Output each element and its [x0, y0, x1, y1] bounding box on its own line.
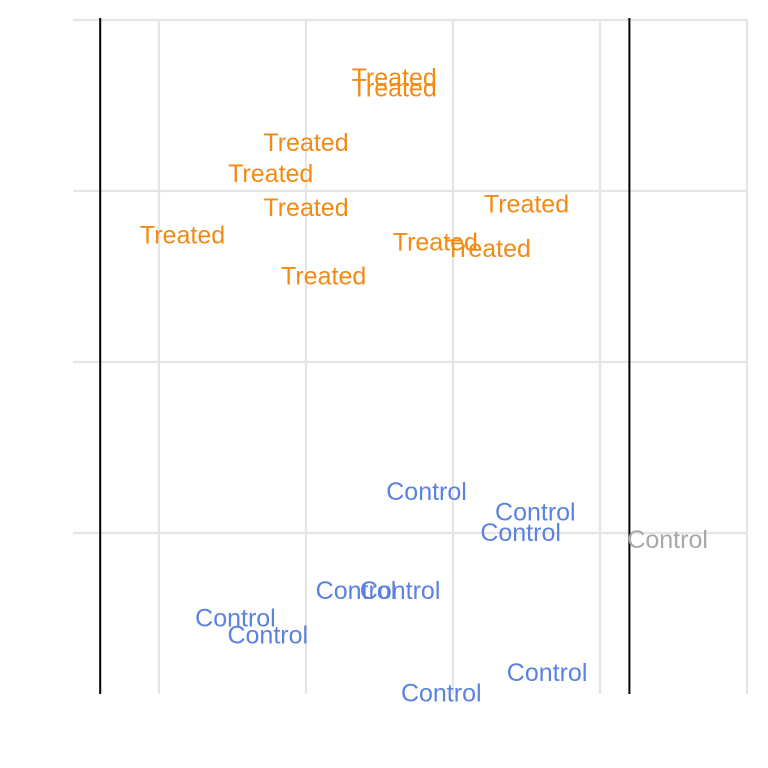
point-label-treated: Treated — [263, 194, 348, 222]
point-label-treated: Treated — [446, 235, 531, 263]
point-label-outside: Control — [627, 526, 708, 554]
point-label-control: Control — [495, 498, 576, 526]
point-label-control: Control — [507, 659, 588, 687]
point-label-control: Control — [195, 605, 276, 633]
point-label-control: Control — [480, 519, 561, 547]
point-label-treated: Treated — [263, 129, 348, 157]
point-label-treated: Treated — [228, 160, 313, 188]
point-label-control: Control — [227, 622, 308, 650]
point-label-control: Control — [401, 680, 482, 708]
point-label-treated: Treated — [140, 221, 225, 249]
point-label-treated: Treated — [352, 74, 437, 102]
point-label-treated: Treated — [484, 191, 569, 219]
point-label-treated: Treated — [281, 263, 366, 291]
point-label-control: Control — [316, 577, 397, 605]
point-label-control: Control — [360, 577, 441, 605]
reference-lines — [99, 18, 631, 694]
gridlines — [73, 18, 749, 694]
point-label-treated: Treated — [393, 228, 478, 256]
point-label-treated: Treated — [352, 64, 437, 92]
point-label-control: Control — [386, 478, 467, 506]
